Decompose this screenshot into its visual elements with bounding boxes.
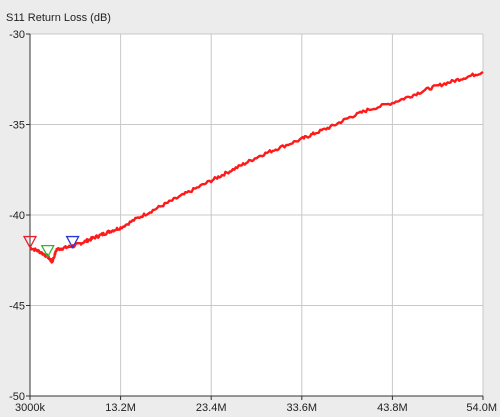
y-tick-label: -40 <box>9 210 25 222</box>
marker-1[interactable] <box>22 235 38 249</box>
y-tick-label: -50 <box>9 391 25 403</box>
x-tick-label: 54.0M <box>466 402 497 414</box>
x-tick-label: 43.8M <box>377 402 408 414</box>
x-tick-label: 3000k <box>15 402 45 414</box>
series-layer <box>29 71 484 264</box>
x-tick-label: 33.6M <box>287 402 318 414</box>
marker-2[interactable] <box>40 244 55 258</box>
axes <box>29 34 483 397</box>
series-line <box>29 71 484 264</box>
marker-layer <box>22 235 80 258</box>
marker-3[interactable] <box>65 235 80 249</box>
x-tick-label: 13.2M <box>105 402 136 414</box>
y-tick-label: -35 <box>9 120 25 132</box>
y-tick-label: -30 <box>9 29 25 41</box>
y-tick-label: -45 <box>9 301 25 313</box>
tick-labels: 3000k 13.2M 23.4M 33.6M 43.8M 54.0M -30 -35 -40 -… <box>9 29 497 414</box>
chart-title: S11 Return Loss (dB) <box>6 12 111 24</box>
x-tick-label: 23.4M <box>196 402 227 414</box>
